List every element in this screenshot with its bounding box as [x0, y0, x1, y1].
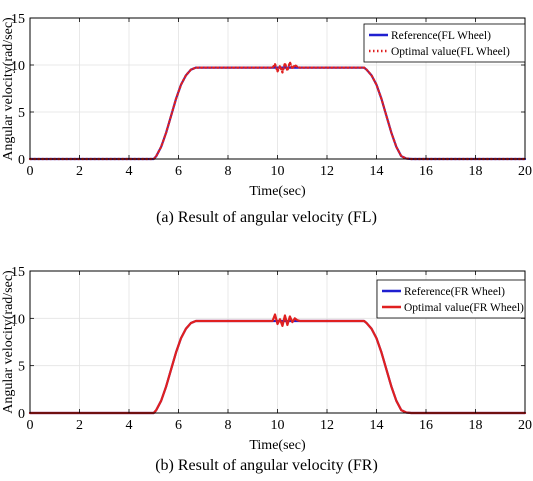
x-tick-label: 16: [419, 164, 433, 179]
y-axis-label: Angular velocity(rad/sec): [1, 270, 16, 414]
x-tick-label: 20: [518, 164, 532, 179]
y-tick-label: 0: [18, 153, 25, 168]
x-axis-label: Time(sec): [249, 184, 306, 199]
chart-fr: 0 2 4 6 8 10 12 14 16 18 20 0 5 10 15 Time(sec) Angular …: [1, 265, 532, 453]
x-tick-label: 6: [175, 418, 182, 433]
caption-fl: (a) Result of angular velocity (FL): [156, 209, 377, 226]
x-tick-label: 0: [27, 164, 34, 179]
x-tick-label: 4: [126, 164, 133, 179]
x-tick-label: 18: [469, 164, 483, 179]
x-tick-label: 12: [320, 418, 334, 433]
legend-label: Optimal value(FR Wheel): [404, 302, 524, 314]
legend-box: [376, 279, 526, 319]
legend-label: Optimal value(FL Wheel): [391, 46, 510, 58]
legend-label: Reference(FR Wheel): [404, 286, 505, 298]
caption-fr: (b) Result of angular velocity (FR): [155, 457, 378, 474]
legend: Reference(FL Wheel) Optimal value(FL Whee…: [363, 23, 526, 63]
x-tick-label: 0: [27, 418, 34, 433]
chart-fl: 0 2 4 6 8 10 12 14 16 18 20 0 5 10 15 Time(sec) Angular …: [1, 12, 532, 199]
x-tick-label: 14: [370, 418, 384, 433]
series-line-optimal: [28, 61, 527, 161]
x-tick-label: 6: [175, 164, 182, 179]
y-tick-label: 15: [11, 12, 25, 27]
x-tick-label: 10: [271, 418, 285, 433]
x-tick-label: 8: [225, 164, 232, 179]
x-tick-label: 2: [76, 164, 83, 179]
y-axis-label: Angular velocity(rad/sec): [1, 17, 16, 161]
x-tick-label: 18: [469, 418, 483, 433]
x-axis-label: Time(sec): [249, 438, 306, 453]
x-tick-label: 4: [126, 418, 133, 433]
x-tick-label: 8: [225, 418, 232, 433]
y-tick-label: 5: [18, 360, 25, 375]
x-tick-label: 12: [320, 164, 334, 179]
legend: Reference(FR Wheel) Optimal value(FR Whee…: [376, 279, 526, 319]
y-tick-label: 0: [18, 407, 25, 422]
legend-label: Reference(FL Wheel): [391, 30, 491, 42]
y-tick-label: 5: [18, 106, 25, 121]
series-line-optimal: [28, 313, 527, 415]
y-tick-label: 10: [11, 312, 25, 327]
y-tick-label: 15: [11, 265, 25, 280]
x-tick-label: 16: [419, 418, 433, 433]
x-tick-label: 10: [271, 164, 285, 179]
x-tick-label: 14: [370, 164, 384, 179]
legend-box: [363, 23, 526, 63]
x-tick-label: 20: [518, 418, 532, 433]
y-tick-label: 10: [11, 59, 25, 74]
x-tick-label: 2: [76, 418, 83, 433]
